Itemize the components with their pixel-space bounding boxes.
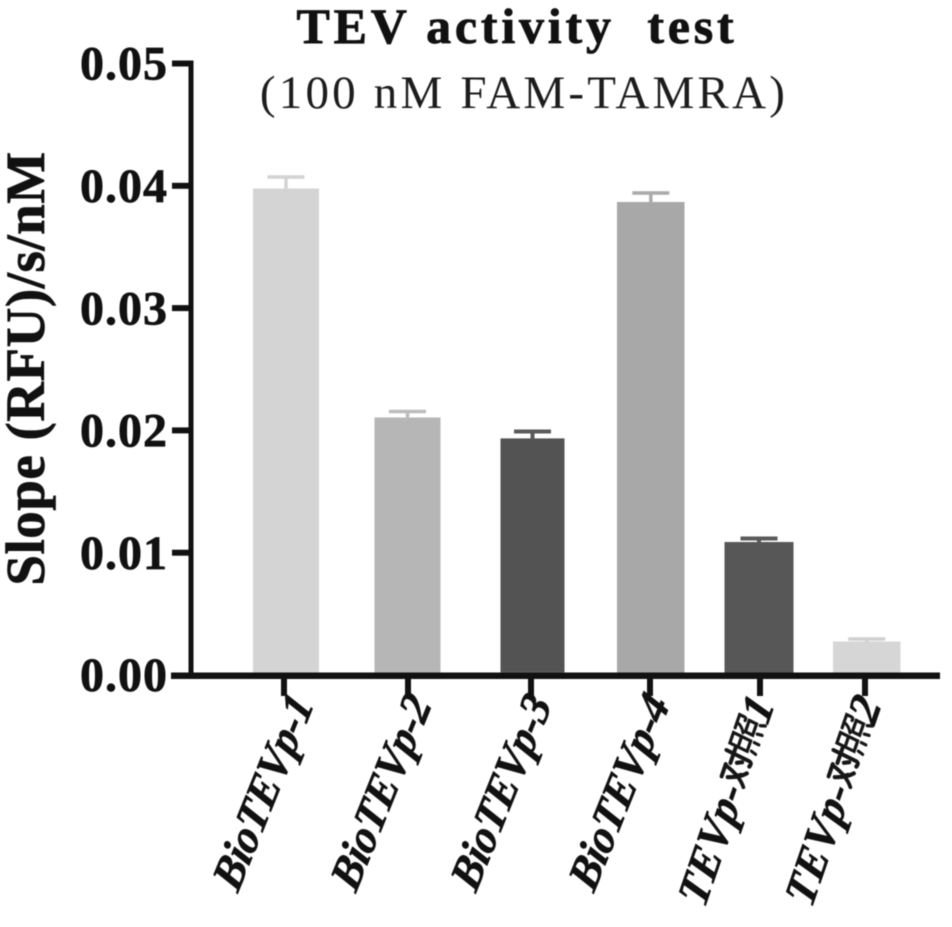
svg-text:0.02: 0.02: [80, 405, 168, 458]
svg-text:(100 nM FAM-TAMRA): (100 nM FAM-TAMRA): [260, 67, 788, 119]
svg-text:0.00: 0.00: [80, 649, 168, 702]
svg-text:0.04: 0.04: [80, 160, 168, 213]
svg-text:0.03: 0.03: [80, 282, 168, 335]
svg-text:Slope (RFU)/s/nM: Slope (RFU)/s/nM: [0, 151, 56, 585]
svg-text:TEV activity test: TEV activity test: [296, 0, 737, 54]
svg-text:0.01: 0.01: [80, 527, 168, 580]
svg-text:0.05: 0.05: [80, 38, 168, 91]
